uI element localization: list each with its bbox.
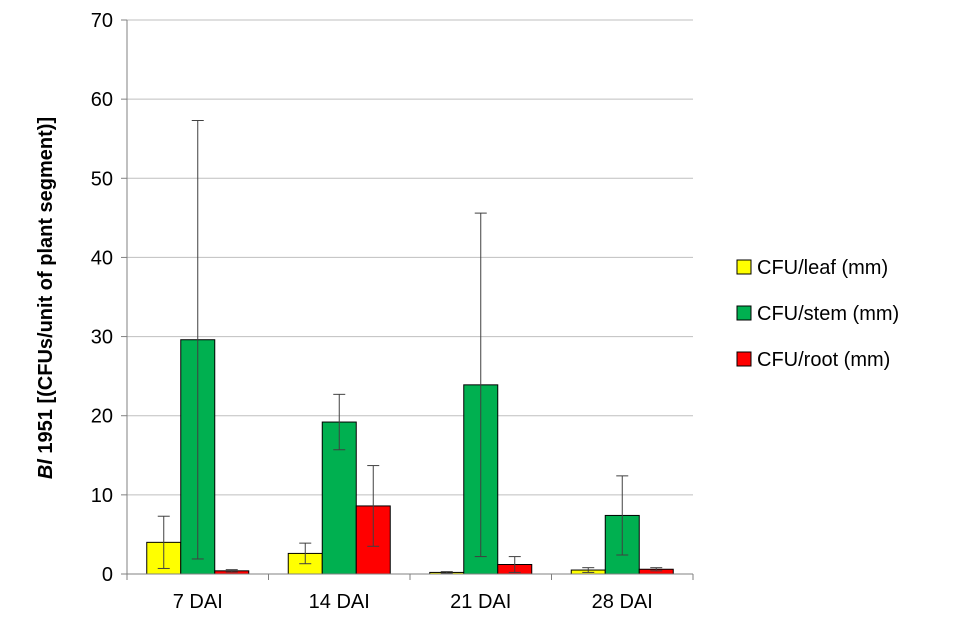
y-axis-label: Bl 1951 [(CFUs/unit of plant segment)] xyxy=(35,117,57,479)
y-tick-label: 60 xyxy=(91,89,113,111)
axes xyxy=(121,19,694,580)
y-tick-labels: 0 10 20 30 40 50 60 70 xyxy=(91,10,113,586)
legend-label: CFU/leaf (mm) xyxy=(757,257,888,279)
x-tick-label: 14 DAI xyxy=(309,591,370,613)
legend: CFU/leaf (mm) CFU/stem (mm) CFU/root (mm) xyxy=(736,257,899,371)
legend-label: CFU/stem (mm) xyxy=(757,303,899,325)
bars xyxy=(146,339,674,575)
y-tick-label: 30 xyxy=(91,327,113,349)
x-tick-label: 28 DAI xyxy=(592,591,653,613)
y-tick-label: 10 xyxy=(91,485,113,507)
y-tick-label: 70 xyxy=(91,10,113,32)
legend-label: CFU/root (mm) xyxy=(757,349,890,371)
gridlines xyxy=(127,19,693,496)
x-tick-label: 7 DAI xyxy=(173,591,223,613)
y-axis-label-italic: Bl xyxy=(35,459,57,479)
error-bars xyxy=(157,120,663,574)
y-axis-label-rest: 1951 [(CFUs/unit of plant segment)] xyxy=(35,117,57,459)
y-tick-label: 40 xyxy=(91,247,113,269)
x-tick-labels: 7 DAI 14 DAI 21 DAI 28 DAI xyxy=(173,591,653,613)
legend-swatch xyxy=(736,259,752,275)
y-tick-label: 0 xyxy=(102,564,113,586)
y-tick-label: 50 xyxy=(91,168,113,190)
y-tick-label: 20 xyxy=(91,406,113,428)
legend-swatch xyxy=(736,351,752,367)
x-tick-label: 21 DAI xyxy=(450,591,511,613)
legend-swatch xyxy=(736,305,752,321)
